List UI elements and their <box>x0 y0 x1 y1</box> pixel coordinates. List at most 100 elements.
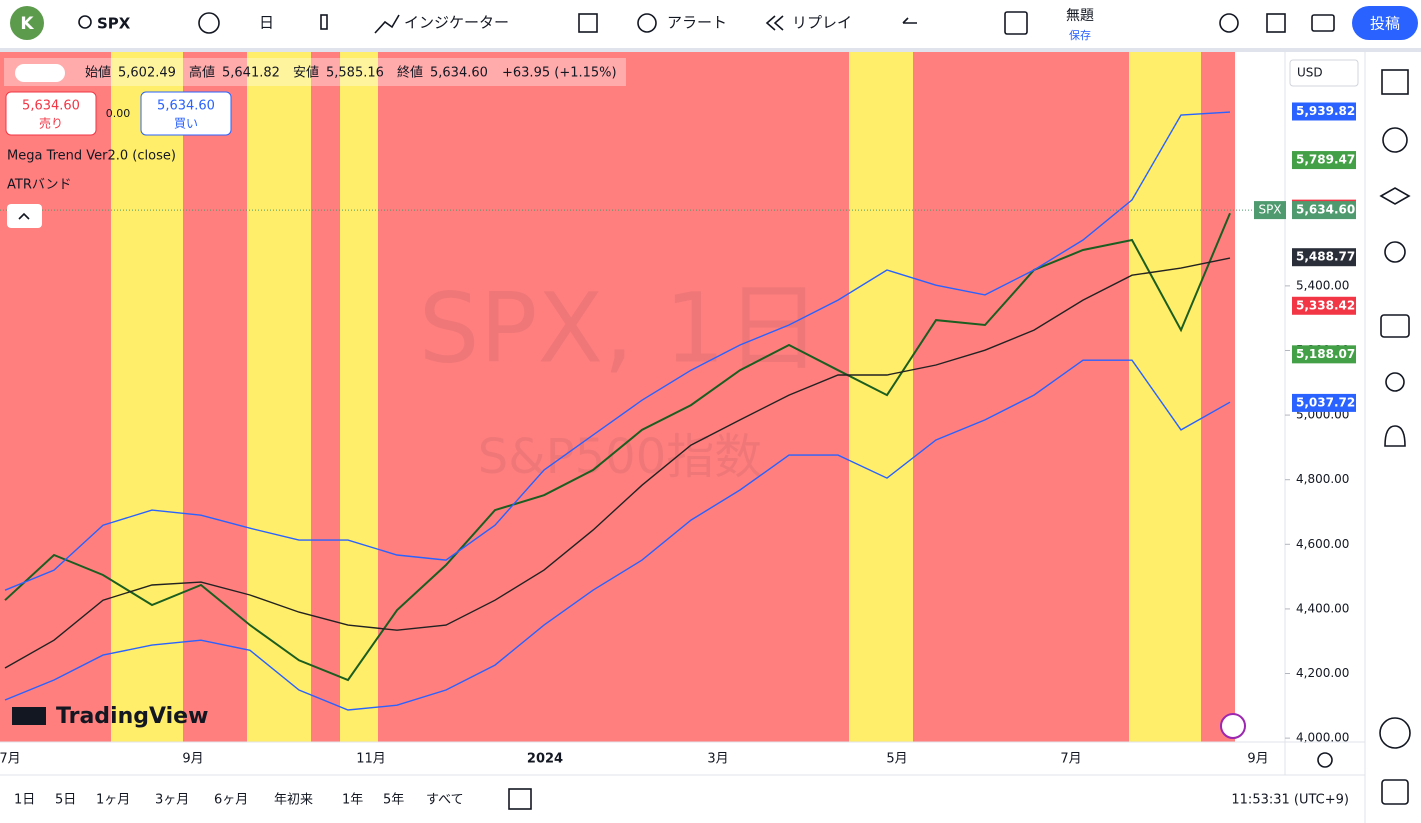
yellow-zone <box>340 52 378 742</box>
indicator-icon <box>374 14 400 34</box>
legend-value: 5,585.16 <box>326 66 384 81</box>
price-tag <box>1292 151 1356 170</box>
price-label: 4,000.00 <box>1296 731 1349 745</box>
yellow-zone <box>111 52 183 742</box>
divider <box>0 48 1421 52</box>
legend-label: 終値 <box>397 65 423 81</box>
layout-icon[interactable] <box>578 13 598 33</box>
currency-select[interactable] <box>1289 59 1359 87</box>
legend-label: 安値 <box>293 65 319 81</box>
price-tag <box>1292 248 1356 267</box>
range-button[interactable]: 5日 <box>55 793 76 808</box>
toggle[interactable] <box>15 64 65 82</box>
time-label: 7月 <box>0 752 21 767</box>
series-line <box>4 359 1231 711</box>
replay[interactable]: リプレイ <box>792 14 852 32</box>
series-layer <box>0 111 1285 711</box>
dom-icon[interactable] <box>1379 717 1411 749</box>
range-button[interactable]: 5年 <box>383 793 404 808</box>
layout-name[interactable]: 無題 <box>1066 8 1094 24</box>
collapse-button[interactable] <box>7 204 42 228</box>
stream-icon[interactable] <box>1385 372 1405 392</box>
flash-icon[interactable] <box>1220 713 1246 739</box>
buy-button[interactable] <box>140 91 232 136</box>
range-button[interactable]: 6ヶ月 <box>214 793 248 808</box>
currency: USD <box>1297 66 1323 80</box>
series-line <box>4 111 1231 591</box>
indicators[interactable]: インジケーター <box>404 14 509 32</box>
red-zone <box>0 52 1235 742</box>
undo-icon[interactable] <box>902 17 917 24</box>
calendar-icon[interactable] <box>1381 779 1409 805</box>
sell-button[interactable] <box>5 91 97 136</box>
collapse-icon <box>18 212 30 220</box>
symbol[interactable]: SPX <box>97 15 131 33</box>
legend-bg <box>4 58 626 86</box>
watermark-title: SPX, 1日 <box>419 272 822 384</box>
price-tag-label: 5,634.60 <box>1296 203 1355 217</box>
layout-box[interactable] <box>1004 11 1028 35</box>
time-label: 11月 <box>356 752 386 767</box>
toolbar <box>0 0 1421 48</box>
snapshot-icon[interactable] <box>1311 14 1335 32</box>
buy-price: 5,634.60 <box>157 99 215 114</box>
chat-icon[interactable] <box>1380 314 1410 338</box>
price-label: 5,400.00 <box>1296 278 1349 292</box>
range-button[interactable]: 3ヶ月 <box>155 793 189 808</box>
fullscreen-icon[interactable] <box>1266 13 1286 33</box>
search-icon <box>78 15 92 29</box>
study[interactable]: ATRバンド <box>7 178 72 193</box>
alert-icon <box>637 13 657 33</box>
price-tag-label: 5,488.77 <box>1296 250 1355 264</box>
ideas-icon[interactable] <box>1384 241 1406 263</box>
watermark-subtitle: S&P500指数 <box>478 429 762 485</box>
price-tag-label: 5,338.42 <box>1296 298 1355 312</box>
settings-icon[interactable] <box>1219 13 1239 33</box>
range-button[interactable]: 1日 <box>14 793 35 808</box>
layers-icon[interactable] <box>1379 187 1411 205</box>
range-button[interactable]: 1ヶ月 <box>96 793 130 808</box>
sidebar <box>1365 52 1421 823</box>
price-tag <box>1292 393 1356 412</box>
price-tag <box>1292 345 1356 364</box>
time-label: 7月 <box>1060 752 1081 767</box>
range-button[interactable]: 1年 <box>342 793 363 808</box>
interval[interactable]: 日 <box>259 14 274 32</box>
legend-value: 5,641.82 <box>222 66 280 81</box>
publish-button[interactable] <box>1352 6 1418 40</box>
series-line <box>4 212 1231 682</box>
date-range-icon[interactable] <box>508 788 532 810</box>
legend-label: 始値 <box>85 65 111 81</box>
add-icon[interactable] <box>198 12 220 34</box>
legend-value: 5,602.49 <box>118 66 176 81</box>
publish: 投稿 <box>1370 15 1400 33</box>
sell-label: 売り <box>39 116 63 131</box>
price-tag-label: 5,188.07 <box>1296 347 1355 361</box>
series-line <box>4 257 1231 669</box>
alarm-icon[interactable] <box>1382 127 1408 153</box>
price-label: 4,400.00 <box>1296 601 1349 615</box>
symbol-tag-label: SPX <box>1258 203 1281 217</box>
save[interactable]: 保存 <box>1069 28 1091 42</box>
sell-price: 5,634.60 <box>22 99 80 114</box>
yellow-zone <box>247 52 311 742</box>
alert[interactable]: アラート <box>667 14 727 32</box>
time-label: 9月 <box>182 752 203 767</box>
candle-icon[interactable] <box>320 14 328 30</box>
watchlist-icon[interactable] <box>1381 69 1409 95</box>
range-button[interactable]: 年初来 <box>274 793 313 808</box>
notification-icon[interactable] <box>1384 425 1406 447</box>
axis-settings[interactable] <box>1317 752 1333 768</box>
logo-mark <box>12 707 46 725</box>
replay-icon <box>765 15 784 31</box>
range-button[interactable]: すべて <box>426 793 464 808</box>
avatar[interactable] <box>10 6 44 40</box>
price-tag-label: 5,789.47 <box>1296 153 1355 167</box>
price-label: 4,200.00 <box>1296 666 1349 680</box>
legend-label: 高値 <box>189 65 215 81</box>
plot: SPX, 1日 S&P500指数 <box>0 52 1285 742</box>
price-tag <box>1292 102 1356 121</box>
avatar-letter: K <box>20 14 34 34</box>
study[interactable]: Mega Trend Ver2.0 (close) <box>7 149 176 164</box>
